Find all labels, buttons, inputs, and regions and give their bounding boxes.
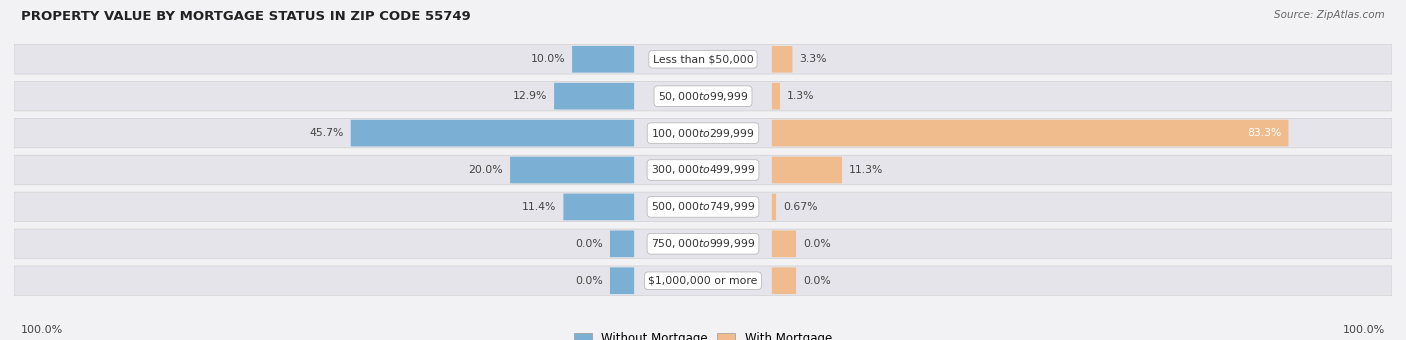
FancyBboxPatch shape [14,192,1392,222]
Text: $1,000,000 or more: $1,000,000 or more [648,276,758,286]
Text: Source: ZipAtlas.com: Source: ZipAtlas.com [1274,10,1385,20]
Text: 100.0%: 100.0% [1343,325,1385,335]
FancyBboxPatch shape [772,120,1288,147]
FancyBboxPatch shape [772,157,842,183]
Text: Less than $50,000: Less than $50,000 [652,54,754,64]
Text: 1.3%: 1.3% [787,91,814,101]
Text: 12.9%: 12.9% [513,91,547,101]
FancyBboxPatch shape [14,81,1392,111]
Text: 83.3%: 83.3% [1247,128,1281,138]
FancyBboxPatch shape [610,268,634,294]
FancyBboxPatch shape [14,45,1392,74]
Text: $100,000 to $299,999: $100,000 to $299,999 [651,126,755,140]
Text: 100.0%: 100.0% [21,325,63,335]
Text: PROPERTY VALUE BY MORTGAGE STATUS IN ZIP CODE 55749: PROPERTY VALUE BY MORTGAGE STATUS IN ZIP… [21,10,471,23]
Text: $500,000 to $749,999: $500,000 to $749,999 [651,200,755,214]
Text: 0.0%: 0.0% [803,239,831,249]
Text: 11.4%: 11.4% [522,202,557,212]
Text: $300,000 to $499,999: $300,000 to $499,999 [651,164,755,176]
FancyBboxPatch shape [572,46,634,72]
Text: 20.0%: 20.0% [468,165,503,175]
Text: 0.0%: 0.0% [575,276,603,286]
FancyBboxPatch shape [772,193,776,220]
FancyBboxPatch shape [510,157,634,183]
Text: 10.0%: 10.0% [530,54,565,64]
Legend: Without Mortgage, With Mortgage: Without Mortgage, With Mortgage [569,328,837,340]
Text: 0.0%: 0.0% [575,239,603,249]
FancyBboxPatch shape [350,120,634,147]
Text: 45.7%: 45.7% [309,128,344,138]
FancyBboxPatch shape [14,155,1392,185]
FancyBboxPatch shape [772,268,796,294]
FancyBboxPatch shape [564,193,634,220]
FancyBboxPatch shape [772,231,796,257]
FancyBboxPatch shape [610,231,634,257]
FancyBboxPatch shape [14,229,1392,259]
FancyBboxPatch shape [772,46,793,72]
Text: 11.3%: 11.3% [849,165,883,175]
FancyBboxPatch shape [14,266,1392,295]
Text: $50,000 to $99,999: $50,000 to $99,999 [658,90,748,103]
FancyBboxPatch shape [14,118,1392,148]
FancyBboxPatch shape [554,83,634,109]
FancyBboxPatch shape [772,83,780,109]
Text: $750,000 to $999,999: $750,000 to $999,999 [651,237,755,250]
Text: 0.67%: 0.67% [783,202,817,212]
Text: 0.0%: 0.0% [803,276,831,286]
Text: 3.3%: 3.3% [799,54,827,64]
